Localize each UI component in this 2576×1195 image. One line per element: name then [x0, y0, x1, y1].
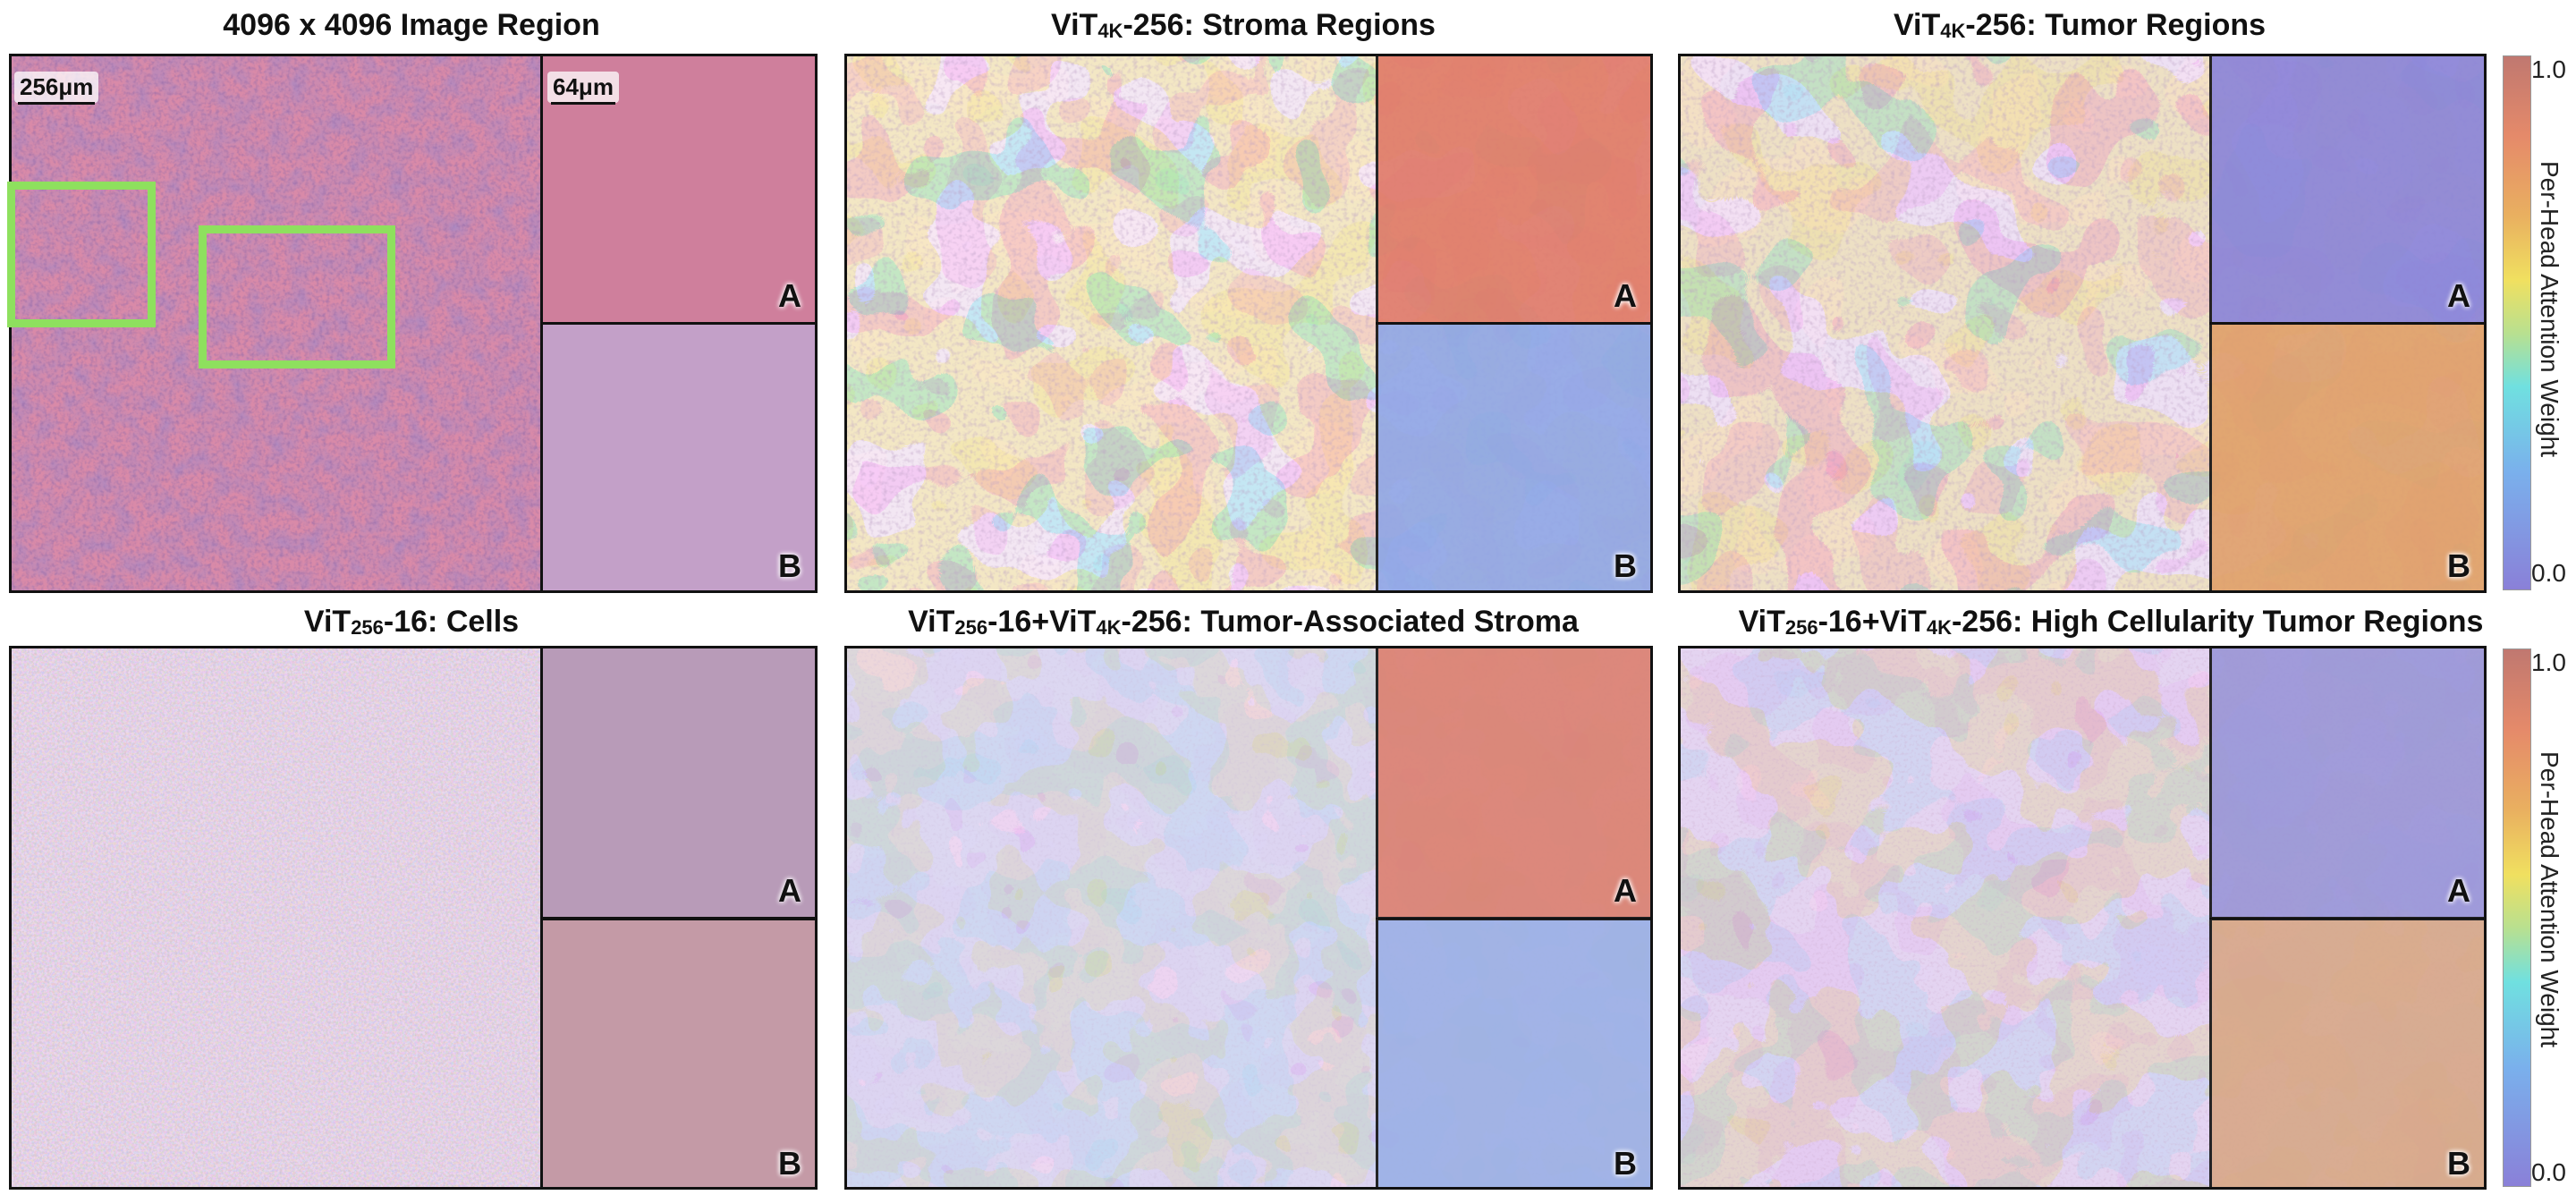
inset-b-he [540, 322, 818, 593]
panel-title-stroma-regions: ViT4K-256: Stroma Regions [1051, 8, 1436, 42]
colorbar-bottom-max: 1.0 [2531, 648, 2566, 676]
scale-bar-main: 256μm [14, 72, 99, 105]
colorbar-top-max: 1.0 [2531, 55, 2566, 83]
colorbar-bottom [2503, 648, 2531, 1187]
inset-b-tumor [2209, 322, 2487, 593]
inset-a-cells [540, 646, 818, 920]
inset-label-a: A [2447, 872, 2470, 909]
inset-label-a: A [778, 277, 801, 314]
inset-b-stroma [1376, 322, 1653, 593]
inset-label-b: B [2447, 1145, 2470, 1182]
scale-bar-inset: 64μm [547, 72, 619, 105]
inset-a-hct [2209, 646, 2487, 920]
inset-label-b: B [1614, 1145, 1637, 1182]
panel-title-image-region: 4096 x 4096 Image Region [223, 8, 600, 42]
colorbar-top-label: Per-Head Attention Weight [2536, 161, 2563, 458]
inset-label-b: B [778, 1145, 801, 1182]
panel-title-cells: ViT256-16: Cells [303, 605, 520, 639]
inset-b-hct [2209, 918, 2487, 1190]
inset-b-tas [1376, 918, 1653, 1190]
inset-label-b: B [1614, 547, 1637, 584]
inset-label-b: B [778, 547, 801, 584]
colorbar-bottom-min: 0.0 [2531, 1158, 2566, 1186]
colorbar-top [2503, 55, 2531, 590]
inset-a-tumor [2209, 54, 2487, 325]
colorbar-bottom-label: Per-Head Attention Weight [2536, 751, 2563, 1048]
inset-label-b: B [2447, 547, 2470, 584]
roi-box-b [199, 225, 395, 369]
panel-title-tumor-associated-stroma: ViT256-16+ViT4K-256: Tumor-Associated St… [908, 605, 1579, 639]
inset-a-stroma [1376, 54, 1653, 325]
inset-label-a: A [2447, 277, 2470, 314]
roi-box-a [7, 182, 156, 327]
panel-title-high-cellularity-tumor: ViT256-16+ViT4K-256: High Cellularity Tu… [1738, 605, 2484, 639]
inset-a-he [540, 54, 818, 325]
inset-label-a: A [1614, 872, 1637, 909]
colorbar-top-min: 0.0 [2531, 559, 2566, 587]
inset-label-a: A [778, 872, 801, 909]
panel-title-tumor-regions: ViT4K-256: Tumor Regions [1893, 8, 2267, 42]
inset-a-tas [1376, 646, 1653, 920]
inset-b-cells [540, 918, 818, 1190]
inset-label-a: A [1614, 277, 1637, 314]
